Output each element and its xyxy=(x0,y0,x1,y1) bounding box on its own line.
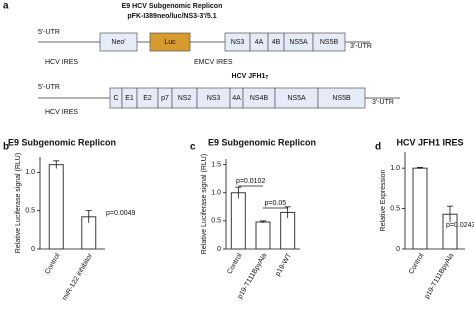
panel-label: a xyxy=(3,1,9,12)
segment xyxy=(317,87,366,109)
segment-label: 4A xyxy=(232,95,241,102)
segment-label: NS3 xyxy=(231,39,245,46)
panel-label: b xyxy=(3,142,9,153)
ires-label: EMCV IRES xyxy=(194,59,233,66)
y-axis-title: Relative Luciferase signal (RLU) xyxy=(201,154,208,254)
utr-label: 5'-UTR xyxy=(38,29,60,36)
diagram-title: HCV JFH1T xyxy=(232,73,269,81)
x-tick-label: Control xyxy=(408,252,426,275)
x-tick-label: p19-T111BpyAla xyxy=(424,252,456,300)
y-tick-label: 1.5 xyxy=(211,161,221,168)
x-tick-label: p19-WT xyxy=(274,252,293,278)
segment-label: NS2 xyxy=(178,95,192,102)
bar xyxy=(48,164,64,250)
segment-label: NS4B xyxy=(250,95,269,102)
segment-label: NS5A xyxy=(289,39,308,46)
diagram-title: E9 HCV Subgenomic Replicon xyxy=(122,3,223,10)
diagram-subtitle: pFK-I389neo/luc/NS3-3'/5.1 xyxy=(127,13,216,20)
panel-label: c xyxy=(190,142,196,153)
y-tick-label: 0.5 xyxy=(390,205,400,212)
utr-label: 3'-UTR xyxy=(350,43,372,50)
segment-label: C xyxy=(113,95,118,102)
annotation: p=0.05 xyxy=(265,200,287,207)
utr-label: 3'-UTR xyxy=(372,99,394,106)
segment xyxy=(99,32,138,52)
segment-label: NS5B xyxy=(332,95,351,102)
bar xyxy=(230,192,246,250)
y-tick-label: 0.5 xyxy=(25,208,35,215)
chart-title: HCV JFH1 IRES xyxy=(396,137,463,147)
segment xyxy=(312,32,346,52)
chart-title: E9 Subgenomic Replicon xyxy=(8,137,116,147)
ires-label: HCV IRES xyxy=(45,109,78,116)
panel-label: d xyxy=(375,142,381,153)
utr-label: 5'-UTR xyxy=(38,84,60,91)
segment-label: NS5B xyxy=(320,39,339,46)
bar xyxy=(255,221,271,250)
segment-label: p7 xyxy=(161,95,169,102)
y-axis-title: Relative Luciferase signal (RLU) xyxy=(15,153,22,253)
segment-label: NS3 xyxy=(207,95,221,102)
segment-label: 4A xyxy=(255,39,264,46)
x-tick-label: Control xyxy=(226,252,244,275)
segment xyxy=(149,32,191,52)
chart-title: E9 Subgenomic Replicon xyxy=(208,137,316,147)
y-tick-label: 1.0 xyxy=(25,169,35,176)
segment-label: Luc xyxy=(164,39,176,46)
y-tick-label: 0 xyxy=(217,246,221,253)
y-tick-label: 1.0 xyxy=(390,165,400,172)
subscript: T xyxy=(265,75,268,81)
y-tick-label: 0 xyxy=(31,246,35,253)
y-axis-title: Relative Expression xyxy=(380,169,387,231)
y-tick-label: 1.0 xyxy=(211,190,221,197)
segment-label: 4B xyxy=(272,39,281,46)
x-tick-label: Control xyxy=(44,252,62,275)
segment-label: NS5A xyxy=(287,95,306,102)
ires-label: HCV IRES xyxy=(45,59,78,66)
segment-label: E2 xyxy=(143,95,152,102)
bar xyxy=(412,167,428,250)
annotation: p=0.0049 xyxy=(106,210,135,217)
annotation: p=0.0243 xyxy=(446,222,474,229)
annotation: p=0.0102 xyxy=(236,178,265,185)
y-tick-label: 0.5 xyxy=(211,218,221,225)
segment-label: E1 xyxy=(125,95,134,102)
x-tick-label: miR-122 inhibitor xyxy=(62,252,95,302)
y-tick-label: 0 xyxy=(396,246,400,253)
segment-label: Neo' xyxy=(111,39,125,46)
